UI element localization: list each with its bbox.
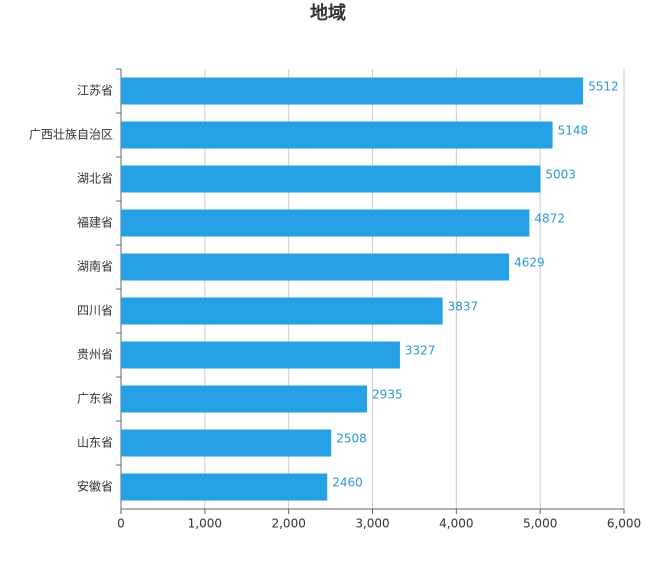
y-tick-label: 福建省 bbox=[77, 215, 113, 230]
bar bbox=[121, 385, 368, 413]
y-tick-label: 四川省 bbox=[77, 304, 113, 318]
y-tick-label: 广东省 bbox=[77, 392, 113, 406]
x-tick-label: 3,000 bbox=[355, 517, 389, 531]
value-label: 2460 bbox=[332, 476, 363, 490]
bar bbox=[121, 473, 328, 501]
value-label: 5512 bbox=[588, 80, 619, 94]
value-label: 2508 bbox=[336, 432, 367, 446]
bar bbox=[121, 297, 443, 325]
y-tick-label: 江苏省 bbox=[77, 84, 113, 98]
y-tick-label: 湖北省 bbox=[77, 171, 113, 186]
y-tick-label: 山东省 bbox=[77, 436, 113, 450]
bar bbox=[121, 253, 510, 281]
x-tick-label: 5,000 bbox=[523, 517, 557, 531]
value-label: 3327 bbox=[405, 344, 436, 358]
y-tick-label: 安徽省 bbox=[77, 479, 113, 494]
y-tick-label: 湖南省 bbox=[77, 259, 113, 274]
y-tick-label: 广西壮族自治区 bbox=[29, 128, 113, 142]
value-label: 4629 bbox=[514, 256, 545, 270]
x-tick-label: 0 bbox=[117, 517, 125, 531]
chart-title: 地域 bbox=[310, 2, 346, 24]
bar bbox=[121, 341, 400, 369]
value-label: 4872 bbox=[534, 212, 565, 226]
x-tick-label: 1,000 bbox=[188, 517, 222, 531]
value-label: 5148 bbox=[558, 124, 589, 138]
value-label: 2935 bbox=[372, 388, 403, 402]
value-label: 3837 bbox=[448, 300, 479, 314]
x-tick-label: 4,000 bbox=[439, 517, 473, 531]
bar bbox=[121, 121, 553, 149]
bar bbox=[121, 429, 332, 457]
bar bbox=[121, 77, 584, 105]
x-tick-label: 2,000 bbox=[271, 517, 305, 531]
bar bbox=[121, 165, 541, 193]
x-tick-label: 6,000 bbox=[607, 517, 641, 531]
bar bbox=[121, 209, 530, 237]
y-tick-label: 贵州省 bbox=[77, 348, 113, 362]
value-label: 5003 bbox=[545, 168, 576, 182]
